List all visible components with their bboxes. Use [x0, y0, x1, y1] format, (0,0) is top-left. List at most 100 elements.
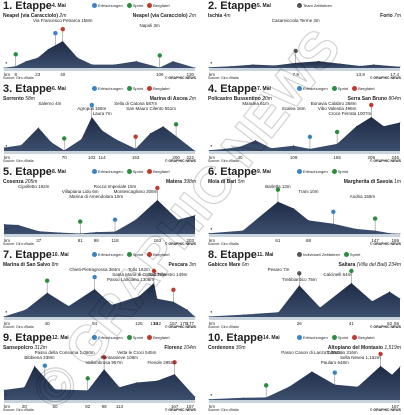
x-tick-label: 209 [368, 155, 376, 160]
profile-point [208, 66, 210, 68]
place-label: Marina di Amendolara 10m [69, 194, 123, 199]
profile-point [3, 316, 5, 317]
mountain-marker [172, 360, 177, 365]
stage-panel: 1. Etappe 4. Mai Erfrischungen Sprint Bergfa… [0, 0, 199, 81]
profile-point [399, 122, 401, 123]
stage-legend: Erfrischungen Sprint Bergfahrt [92, 335, 170, 341]
refresh-marker [89, 102, 94, 108]
cyclist-icon: ⚫ [5, 227, 8, 231]
legend-item-sprint: Sprint [331, 169, 348, 175]
elevation-area [4, 283, 195, 317]
stage-finish: Margherita di Savoia 1m [344, 179, 401, 185]
legend-label: Erfrischungen [303, 86, 328, 91]
place-label: Passo Lanciano 1306m [107, 277, 154, 282]
refresh-icon [92, 252, 97, 258]
stage-start: Neapel (via Caracciolo) 2m [3, 13, 66, 19]
profile-point [230, 65, 232, 67]
x-tick-label: 55 [394, 321, 400, 326]
x-tick-label: 177 [186, 321, 194, 326]
profile-point [293, 145, 294, 147]
stage-legend: Erfrischungen Sprint Bergfahrt [92, 252, 170, 258]
stage-finish: Serra San Bruno 804m [348, 96, 401, 102]
mountain-icon [147, 169, 153, 175]
mountain-marker [369, 102, 374, 108]
legend-label: Sprint [132, 86, 144, 91]
sprint-marker [275, 187, 281, 192]
place-label: Vetta le Croci 545m [117, 350, 157, 355]
x-tick-label: 88 [306, 238, 312, 243]
stage-start: Policastro Bussentino 20m [208, 96, 272, 102]
legend-item-sprint: Sprint [126, 335, 143, 341]
place-label: Pesaro 7m [268, 267, 290, 272]
source-note: Source: Giro d'Italia [208, 408, 239, 412]
place-label: Barletta 13m [265, 184, 291, 189]
place-label: Vallombrosa 957m [86, 360, 123, 365]
legend-label: Erfrischungen [98, 86, 123, 91]
stage-title: 1. Etappe [3, 0, 52, 12]
profile-point [308, 220, 309, 221]
stage-title: 2. Etappe [208, 0, 257, 12]
stage-legend: Erfrischungen Sprint Bergfahrt [92, 86, 170, 92]
x-tick-label: 147 [371, 238, 379, 243]
sprint-icon [331, 169, 337, 175]
start-altitude: 6m [241, 262, 249, 268]
profile-point [391, 374, 393, 376]
stage-finish: Florenz 104m [164, 345, 196, 351]
profile-point [399, 366, 401, 368]
finish-altitude: 1m [394, 179, 401, 185]
axis-label: km [209, 404, 215, 409]
mountain-icon [352, 335, 358, 341]
mountain-icon [147, 86, 153, 92]
stage-start: Ischia 4m [208, 13, 231, 19]
place-label: Salerno 4m [38, 101, 61, 106]
sprint-marker [157, 53, 162, 58]
place-label: Via Francesco Petrarca 158m [33, 18, 93, 23]
place-label: Agropoli 168m [77, 106, 106, 111]
stage-title: 10. Etappe [208, 332, 264, 344]
profile-point [194, 396, 196, 398]
axis-label: km [4, 72, 10, 77]
ground-band [4, 151, 195, 154]
refresh-icon [297, 86, 302, 92]
x-tick-label: 130 [186, 72, 194, 77]
legend-item-mountain: Bergfahrt [147, 335, 170, 341]
stage-date: 14. Mai [263, 335, 280, 341]
refresh-marker [332, 370, 338, 375]
x-tick-label: 40 [238, 155, 244, 160]
legend-label: Sprint [132, 169, 144, 174]
source-note: Source: Giro d'Italia [3, 325, 34, 329]
stage-start: Sorrento 58m [3, 96, 35, 102]
place-label: Rocca Imperiale 15m [94, 184, 137, 189]
x-tick-label: 20 [22, 404, 28, 409]
sprint-icon [126, 335, 132, 341]
legend-label: Sprint [337, 86, 349, 91]
legend-label: Erfrischungen [98, 335, 123, 340]
refresh-marker [331, 209, 336, 214]
profile-point [95, 231, 97, 233]
profile-point [357, 386, 359, 388]
finish-town: Pescara [168, 262, 188, 268]
profile-point [177, 219, 179, 221]
profile-point [239, 146, 241, 148]
place-label: Napoli 3m [139, 23, 160, 28]
ground-band [209, 68, 400, 71]
mountain-marker [133, 134, 138, 139]
profile-point [293, 208, 295, 209]
stage-date: 10. Mai [52, 252, 69, 258]
cyclist-icon: ⚫ [210, 61, 213, 65]
legend-label: Erfrischungen [303, 335, 328, 340]
legend-label: Erfrischungen [303, 169, 328, 174]
stage-finish: Matera 398m [166, 179, 196, 185]
x-tick-label: 163 [154, 238, 162, 243]
legend-label: Bergfahrt [153, 335, 170, 340]
finish-altitude: 104m [183, 345, 196, 351]
x-tick-label: 102 [88, 155, 96, 160]
finish-altitude: (Villa del Bali) 234m [356, 262, 401, 268]
stage-start: Cosenza 205m [3, 179, 37, 185]
stage-finish: Saltara (Villa del Bali) 234m [339, 262, 401, 268]
x-tick-label: 70 [62, 155, 68, 160]
profile-point [255, 140, 256, 141]
stage-legend: Erfrischungen Sprint [297, 169, 348, 175]
profile-point [37, 57, 39, 59]
